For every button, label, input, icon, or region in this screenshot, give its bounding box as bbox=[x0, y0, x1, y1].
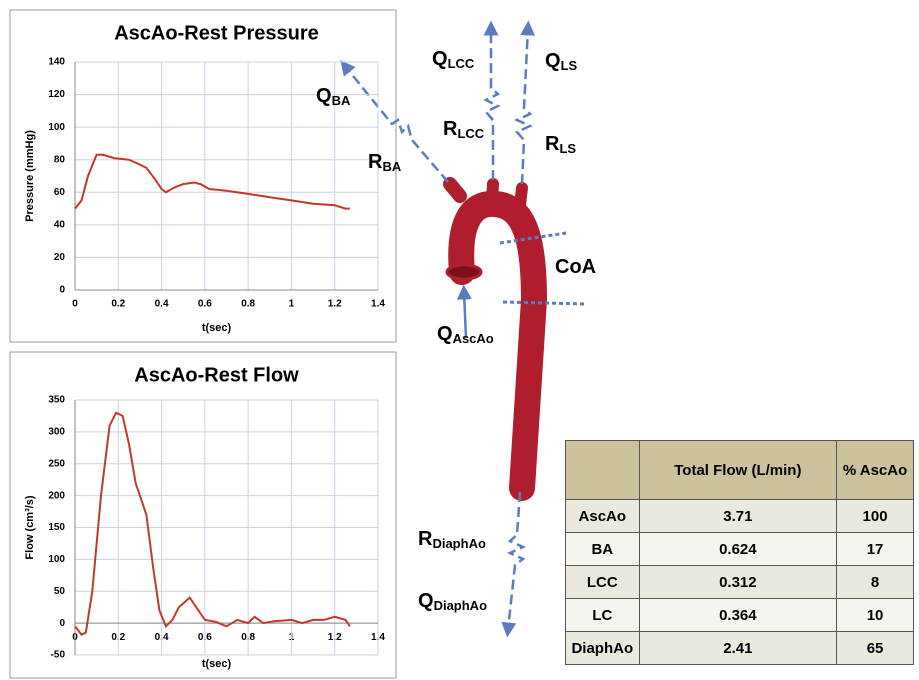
label-sub: BA bbox=[332, 93, 351, 108]
table-cell: DiaphAo bbox=[566, 632, 640, 665]
diagram-label: RBA bbox=[368, 151, 402, 174]
table-cell: 0.312 bbox=[639, 566, 837, 599]
header-cell: Total Flow (L/min) bbox=[639, 441, 837, 500]
diagram-label: QLS bbox=[545, 50, 578, 73]
branch bbox=[520, 188, 522, 205]
x-tick-label: 0.2 bbox=[111, 299, 125, 310]
label-sub: LCC bbox=[448, 56, 475, 71]
branch bbox=[492, 184, 493, 200]
label-main: R bbox=[418, 528, 433, 550]
x-tick-label: 0.6 bbox=[198, 299, 212, 310]
label-sub: AscAo bbox=[453, 331, 494, 346]
figure: AscAo-Rest Pressure02040608010012014000.… bbox=[0, 0, 919, 680]
x-tick-label: 1.4 bbox=[371, 299, 385, 310]
table-cell: 8 bbox=[837, 566, 914, 599]
table-cell: 0.624 bbox=[639, 533, 837, 566]
diagram-label: CoA bbox=[555, 256, 596, 278]
y-tick-label: 150 bbox=[48, 522, 65, 533]
label-sub: BA bbox=[382, 159, 401, 174]
table-cell: LCC bbox=[566, 566, 640, 599]
y-tick-label: 0 bbox=[59, 285, 65, 296]
chart-frame bbox=[10, 10, 396, 342]
x-tick-label: 0.8 bbox=[241, 299, 255, 310]
label-main: R bbox=[545, 133, 560, 155]
arrow bbox=[508, 492, 523, 630]
table-cell: BA bbox=[566, 533, 640, 566]
branch bbox=[450, 184, 460, 196]
y-tick-label: 140 bbox=[48, 57, 65, 68]
y-tick-label: -50 bbox=[51, 650, 66, 661]
label-main: Q bbox=[432, 48, 448, 70]
y-tick-label: 80 bbox=[54, 154, 66, 165]
label-main: Q bbox=[418, 590, 434, 612]
x-tick-label: 0.4 bbox=[155, 299, 169, 310]
data-line bbox=[75, 155, 350, 209]
y-tick-label: 20 bbox=[54, 252, 66, 263]
label-main: Q bbox=[437, 323, 453, 345]
table-cell: 17 bbox=[837, 533, 914, 566]
table-cell: 100 bbox=[837, 500, 914, 533]
y-axis-label: Pressure (mmHg) bbox=[24, 130, 36, 222]
label-sub: LCC bbox=[457, 126, 484, 141]
table-cell: 2.41 bbox=[639, 632, 837, 665]
diagram-label: QDiaphAo bbox=[418, 590, 487, 613]
label-main: Q bbox=[545, 50, 561, 72]
label-sub: DiaphAo bbox=[434, 598, 488, 613]
y-tick-label: 350 bbox=[48, 395, 65, 406]
y-tick-label: 50 bbox=[54, 586, 66, 597]
table-cell: 0.364 bbox=[639, 599, 837, 632]
x-tick-label: 1 bbox=[289, 299, 295, 310]
table-cell: 3.71 bbox=[639, 500, 837, 533]
table-cell: AscAo bbox=[566, 500, 640, 533]
label-main: CoA bbox=[555, 256, 596, 278]
diagram-label: RDiaphAo bbox=[418, 528, 486, 551]
label-main: R bbox=[368, 151, 383, 173]
y-tick-label: 200 bbox=[48, 490, 65, 501]
diagram-label: QLCC bbox=[432, 48, 475, 71]
y-tick-label: 250 bbox=[48, 458, 65, 469]
label-sub: LS bbox=[561, 58, 578, 73]
diagram-label: RLCC bbox=[443, 118, 485, 141]
y-tick-label: 300 bbox=[48, 427, 65, 438]
y-tick-label: 100 bbox=[48, 554, 65, 565]
header-cell: % AscAo bbox=[837, 441, 914, 500]
chart-frame bbox=[10, 352, 396, 678]
table-cell: 10 bbox=[837, 599, 914, 632]
label-main: R bbox=[443, 118, 458, 140]
table-cell: LC bbox=[566, 599, 640, 632]
chart-title: AscAo-Rest Flow bbox=[134, 364, 299, 386]
y-tick-label: 100 bbox=[48, 122, 65, 133]
diagram-label: RLS bbox=[545, 133, 576, 156]
table-cell: 65 bbox=[837, 632, 914, 665]
y-tick-label: 40 bbox=[54, 219, 66, 230]
label-main: Q bbox=[316, 85, 332, 107]
arrow bbox=[486, 28, 498, 180]
arrow bbox=[517, 28, 530, 184]
x-tick-label: 1.2 bbox=[328, 299, 342, 310]
y-axis-label: Flow (cm³/s) bbox=[24, 495, 36, 560]
diagram-label: QBA bbox=[316, 85, 351, 108]
x-axis-label: t(sec) bbox=[202, 658, 232, 670]
label-sub: DiaphAo bbox=[432, 536, 486, 551]
y-tick-label: 0 bbox=[59, 618, 65, 629]
data-line bbox=[75, 413, 350, 635]
x-axis-label: t(sec) bbox=[202, 322, 232, 334]
chart-title: AscAo-Rest Pressure bbox=[114, 22, 319, 44]
y-tick-label: 60 bbox=[54, 187, 66, 198]
y-tick-label: 120 bbox=[48, 89, 65, 100]
x-tick-label: 0 bbox=[72, 299, 78, 310]
label-sub: LS bbox=[559, 141, 576, 156]
header-empty bbox=[566, 441, 640, 500]
aorta-opening bbox=[447, 265, 481, 279]
